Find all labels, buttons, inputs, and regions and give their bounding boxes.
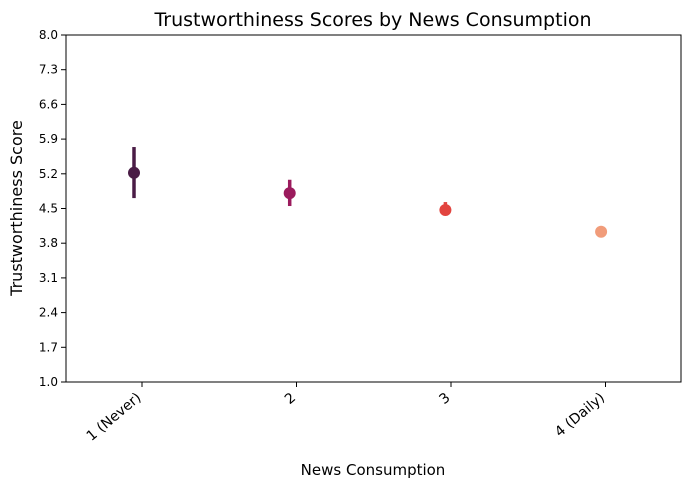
y-tick-label: 1.7 [39,340,58,354]
y-axis-label: Trustworthiness Score [7,120,26,297]
y-tick-label: 5.9 [39,132,58,146]
y-tick-label: 3.8 [39,236,58,250]
y-tick-label: 5.2 [39,167,58,181]
data-point [595,225,608,238]
y-tick-label: 7.3 [39,63,58,77]
x-axis-label: News Consumption [301,461,446,479]
y-tick-label: 6.6 [39,97,58,111]
data-point [283,187,296,200]
y-tick-label: 2.4 [39,306,58,320]
chart-title: Trustworthiness Scores by News Consumpti… [153,9,591,31]
data-point [128,166,140,179]
y-tick-label: 4.5 [39,202,58,216]
y-tick-label: 8.0 [39,28,58,42]
y-tick-label: 1.0 [39,375,58,389]
data-point [439,203,452,216]
y-tick-label: 3.1 [39,271,58,285]
